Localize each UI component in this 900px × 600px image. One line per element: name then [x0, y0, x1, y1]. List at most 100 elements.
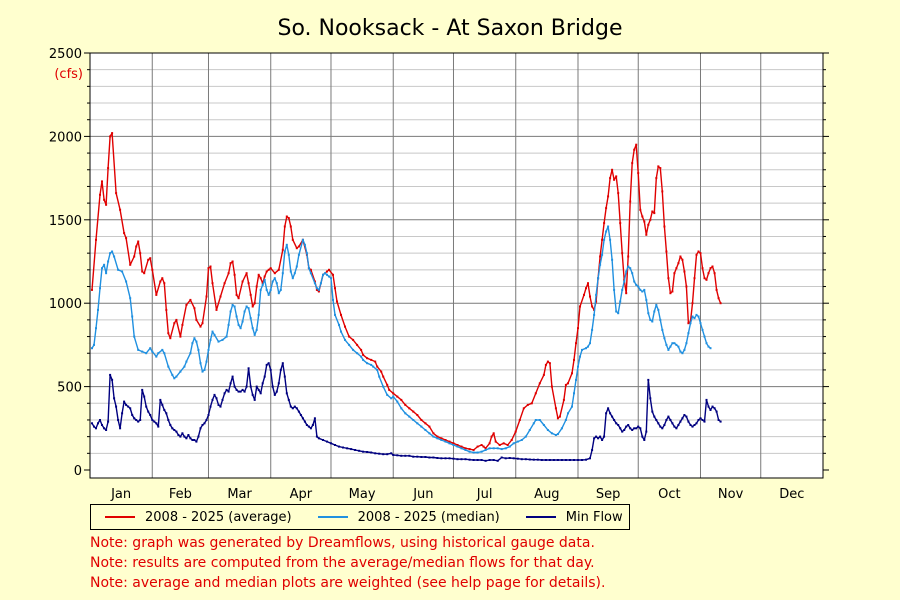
data-point: [195, 440, 198, 443]
data-point: [193, 439, 196, 441]
data-point: [472, 459, 475, 461]
data-point: [179, 335, 182, 338]
data-point: [601, 439, 604, 441]
data-point: [651, 320, 654, 323]
data-point: [540, 459, 543, 461]
data-point: [516, 457, 519, 460]
data-point: [235, 315, 238, 318]
data-point: [480, 459, 483, 461]
data-point: [440, 437, 443, 440]
data-point: [287, 253, 290, 256]
data-point: [91, 347, 93, 350]
data-point: [317, 288, 320, 291]
data-point: [542, 373, 545, 376]
data-point: [380, 370, 383, 373]
data-point: [133, 417, 136, 420]
data-point: [143, 395, 146, 398]
data-point: [289, 270, 292, 273]
data-point: [211, 398, 214, 401]
data-point: [556, 433, 559, 436]
data-point: [512, 442, 515, 445]
data-point: [119, 208, 122, 211]
y-tick-label: 1500: [49, 214, 82, 229]
chart-title: So. Nooksack - At Saxon Bridge: [277, 16, 622, 41]
data-point: [149, 347, 152, 350]
data-point: [689, 424, 692, 426]
data-point: [386, 393, 389, 396]
data-point: [701, 419, 704, 421]
data-point: [153, 420, 156, 423]
data-point: [297, 245, 300, 248]
data-point: [135, 419, 138, 421]
data-point: [677, 345, 680, 348]
data-point: [307, 425, 310, 428]
axes: Jan Feb Mar Apr May Jun Jul Aug Sep Oct Nov Dec 0 500…: [49, 47, 829, 502]
data-point: [633, 148, 636, 151]
data-point: [97, 422, 99, 425]
data-point: [651, 410, 654, 413]
data-point: [376, 365, 379, 368]
data-point: [579, 355, 581, 358]
data-point: [494, 440, 497, 443]
data-point: [719, 302, 722, 305]
data-point: [709, 347, 712, 350]
data-point: [362, 450, 365, 453]
data-point: [492, 432, 495, 435]
data-point: [460, 445, 463, 448]
data-point: [165, 412, 168, 415]
data-point: [101, 180, 103, 183]
data-point: [436, 457, 439, 459]
data-point: [295, 247, 298, 250]
data-point: [107, 420, 110, 423]
data-point: [713, 407, 716, 410]
data-point: [396, 454, 399, 457]
data-point: [667, 415, 670, 418]
data-point: [476, 445, 479, 448]
data-point: [277, 292, 280, 295]
data-point: [149, 414, 152, 416]
data-point: [251, 327, 254, 330]
data-point: [556, 417, 559, 420]
data-point: [452, 444, 455, 446]
data-point: [287, 217, 290, 220]
data-point: [99, 419, 101, 421]
data-point: [679, 420, 682, 423]
data-point: [641, 435, 644, 438]
data-point: [137, 420, 140, 423]
data-point: [520, 439, 523, 441]
data-point: [643, 439, 646, 441]
data-point: [575, 378, 577, 381]
data-point: [245, 385, 248, 388]
data-point: [279, 288, 282, 291]
legend-swatch-minflow: [525, 516, 556, 518]
data-point: [392, 395, 395, 398]
data-point: [671, 342, 674, 345]
data-point: [585, 458, 587, 461]
data-point: [386, 453, 389, 456]
data-point: [115, 192, 118, 195]
data-point: [330, 277, 332, 280]
data-point: [524, 435, 527, 438]
data-point: [440, 457, 443, 460]
data-point: [137, 348, 140, 351]
data-point: [129, 263, 132, 266]
data-point: [309, 268, 312, 271]
data-point: [482, 445, 485, 448]
data-point: [468, 450, 471, 453]
data-point: [330, 442, 332, 445]
data-point: [315, 288, 318, 291]
data-point: [412, 455, 415, 458]
data-point: [601, 253, 604, 256]
data-point: [133, 335, 136, 338]
data-point: [191, 439, 194, 441]
data-point: [589, 342, 591, 345]
data-point: [705, 278, 708, 281]
data-point: [175, 430, 178, 433]
data-point: [404, 403, 407, 406]
data-point: [400, 454, 403, 457]
data-point: [613, 178, 616, 181]
data-point: [629, 267, 632, 270]
data-point: [111, 378, 114, 381]
data-point: [340, 330, 342, 333]
data-point: [319, 282, 322, 285]
